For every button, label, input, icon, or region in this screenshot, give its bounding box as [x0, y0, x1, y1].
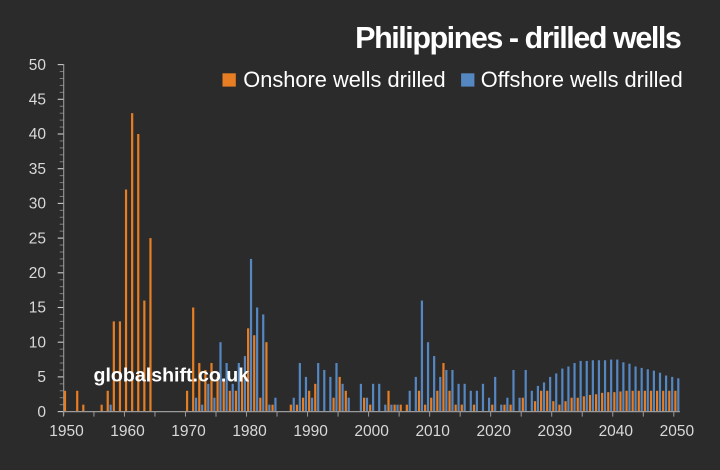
svg-text:30: 30: [29, 196, 47, 213]
svg-text:2050: 2050: [660, 423, 695, 440]
svg-text:1960: 1960: [110, 423, 145, 440]
svg-text:Offshore wells drilled: Offshore wells drilled: [481, 67, 683, 92]
svg-text:2000: 2000: [354, 423, 389, 440]
svg-text:1950: 1950: [49, 423, 84, 440]
svg-text:Philippines - drilled wells: Philippines - drilled wells: [355, 21, 681, 55]
svg-text:1990: 1990: [293, 423, 328, 440]
svg-text:2020: 2020: [476, 423, 511, 440]
svg-text:2030: 2030: [538, 423, 573, 440]
svg-text:5: 5: [37, 369, 46, 386]
svg-text:2040: 2040: [599, 423, 634, 440]
svg-text:25: 25: [29, 230, 46, 247]
svg-text:1980: 1980: [232, 423, 267, 440]
svg-text:10: 10: [29, 334, 47, 351]
svg-text:45: 45: [29, 92, 46, 109]
svg-text:Onshore wells drilled: Onshore wells drilled: [243, 67, 445, 92]
svg-text:2010: 2010: [415, 423, 450, 440]
svg-text:15: 15: [29, 300, 46, 317]
svg-text:20: 20: [29, 265, 47, 282]
svg-text:0: 0: [37, 404, 46, 421]
svg-text:50: 50: [29, 57, 47, 74]
svg-text:35: 35: [29, 161, 46, 178]
svg-text:1970: 1970: [171, 423, 206, 440]
svg-text:globalshift.co.uk: globalshift.co.uk: [94, 365, 250, 387]
svg-text:40: 40: [29, 126, 47, 143]
